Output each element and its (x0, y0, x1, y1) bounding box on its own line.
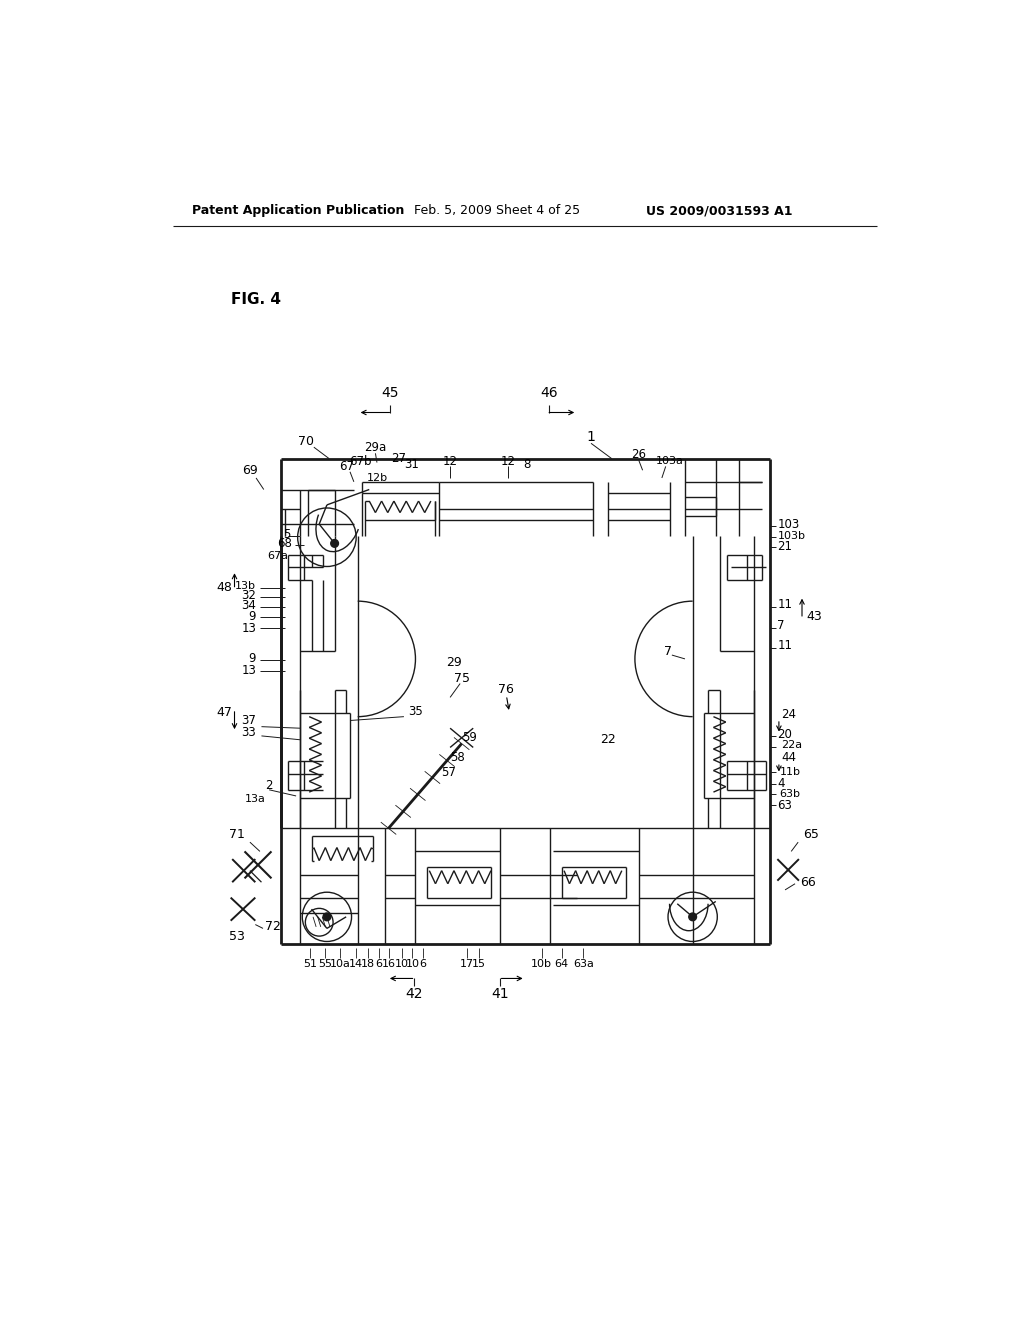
Text: 18: 18 (360, 958, 375, 969)
Text: 55: 55 (318, 958, 333, 969)
Text: 29: 29 (446, 656, 462, 669)
Text: 1: 1 (587, 430, 596, 444)
Text: 33: 33 (242, 726, 256, 739)
Text: 26: 26 (631, 449, 646, 462)
Text: Sheet 4 of 25: Sheet 4 of 25 (497, 205, 581, 218)
Circle shape (689, 913, 696, 921)
Text: 66: 66 (801, 875, 816, 888)
Text: 42: 42 (406, 987, 423, 1001)
Text: 46: 46 (540, 387, 557, 400)
Text: 58: 58 (451, 751, 465, 764)
Text: 10: 10 (406, 958, 420, 969)
Text: 13: 13 (242, 664, 256, 677)
Text: 11b: 11b (779, 767, 801, 777)
Circle shape (331, 540, 339, 548)
Text: 13b: 13b (236, 581, 256, 591)
Text: 37: 37 (242, 714, 256, 727)
Text: 7: 7 (777, 619, 784, 632)
Text: 103a: 103a (655, 455, 683, 466)
Text: 13a: 13a (245, 795, 265, 804)
Text: 10: 10 (394, 958, 409, 969)
Text: Feb. 5, 2009: Feb. 5, 2009 (414, 205, 492, 218)
Text: 11: 11 (777, 639, 793, 652)
Text: 47: 47 (216, 706, 232, 719)
Text: 14: 14 (349, 958, 364, 969)
Text: 9: 9 (249, 610, 256, 623)
Text: 53: 53 (228, 929, 245, 942)
Text: 63: 63 (777, 799, 793, 812)
Text: 70: 70 (298, 436, 314, 449)
Text: 43: 43 (807, 610, 822, 623)
Text: 22a: 22a (781, 741, 803, 750)
Text: Patent Application Publication: Patent Application Publication (193, 205, 404, 218)
Text: 21: 21 (777, 540, 793, 553)
Text: 67b: 67b (349, 454, 372, 467)
Text: 9: 9 (249, 652, 256, 665)
Text: 27: 27 (391, 453, 407, 465)
Text: 63a: 63a (572, 958, 594, 969)
Text: 64: 64 (555, 958, 568, 969)
Text: 65: 65 (803, 828, 818, 841)
Text: 45: 45 (381, 387, 398, 400)
Text: 44: 44 (781, 751, 797, 764)
Text: 24: 24 (781, 708, 797, 721)
Text: 75: 75 (454, 672, 470, 685)
Text: 59: 59 (462, 731, 477, 744)
Text: 16: 16 (382, 958, 396, 969)
Text: 6: 6 (375, 958, 382, 969)
Text: 35: 35 (409, 705, 423, 718)
Text: US 2009/0031593 A1: US 2009/0031593 A1 (646, 205, 793, 218)
Text: 17: 17 (460, 958, 474, 969)
Text: 68: 68 (278, 537, 292, 550)
Text: 6: 6 (420, 958, 427, 969)
Text: 11: 11 (777, 598, 793, 611)
Text: 31: 31 (404, 458, 419, 471)
Text: 67: 67 (339, 459, 353, 473)
Text: 22: 22 (600, 733, 615, 746)
Text: 69: 69 (242, 463, 258, 477)
Text: 15: 15 (472, 958, 485, 969)
Text: 48: 48 (216, 581, 232, 594)
Text: 57: 57 (441, 766, 456, 779)
Text: 63b: 63b (779, 788, 801, 799)
Text: 20: 20 (777, 727, 793, 741)
Text: 34: 34 (242, 599, 256, 612)
Text: 41: 41 (492, 987, 509, 1001)
Text: 7: 7 (664, 644, 672, 657)
Circle shape (323, 913, 331, 921)
Text: 67a: 67a (267, 550, 289, 561)
Text: 71: 71 (228, 828, 245, 841)
Text: 103: 103 (777, 517, 800, 531)
Text: 103b: 103b (777, 531, 805, 541)
Text: 32: 32 (242, 589, 256, 602)
Text: 10b: 10b (531, 958, 552, 969)
Text: 12: 12 (442, 454, 458, 467)
Text: 5: 5 (284, 528, 291, 541)
Text: 13: 13 (242, 622, 256, 635)
Text: 72: 72 (265, 920, 282, 933)
Text: FIG. 4: FIG. 4 (230, 292, 281, 306)
Text: 12: 12 (501, 454, 515, 467)
Text: 51: 51 (303, 958, 317, 969)
Text: 10a: 10a (330, 958, 350, 969)
Text: 8: 8 (523, 458, 530, 471)
Text: 4: 4 (777, 777, 784, 791)
Text: 12b: 12b (367, 473, 387, 483)
Text: 29a: 29a (365, 441, 386, 454)
Text: 76: 76 (499, 684, 514, 696)
Text: 2: 2 (265, 779, 273, 792)
